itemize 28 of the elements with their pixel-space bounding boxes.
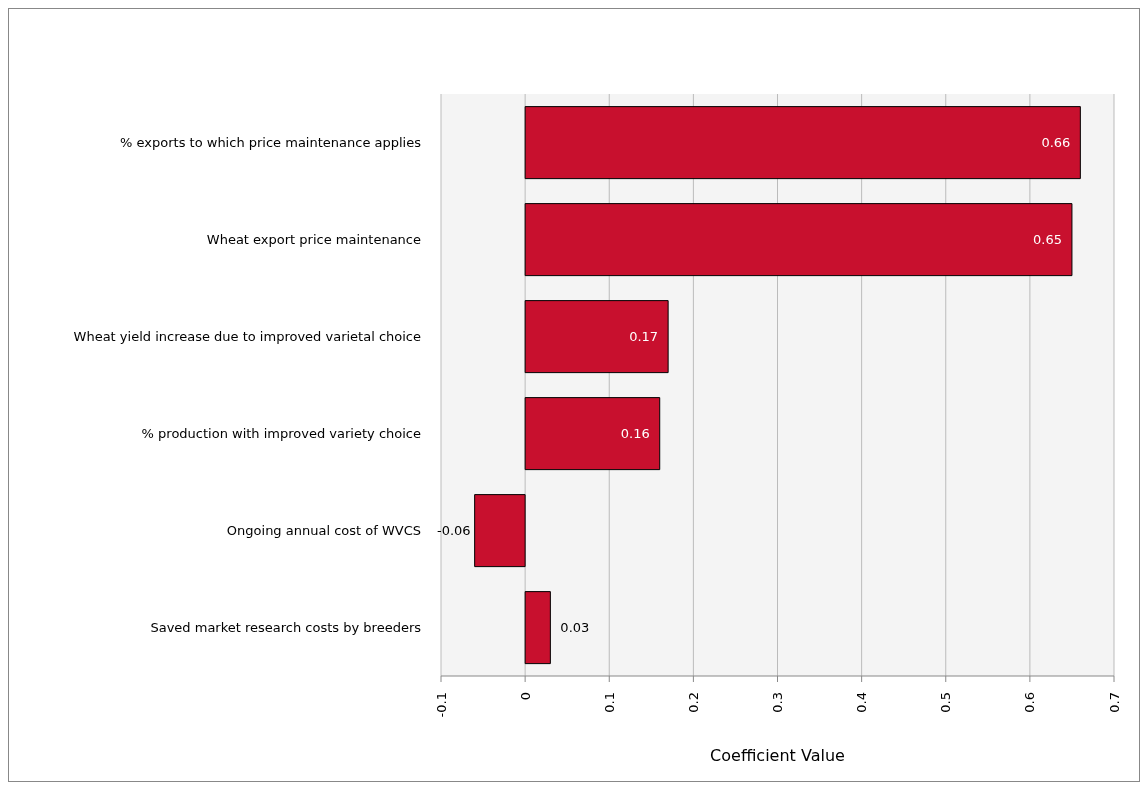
y-tick-label: Saved market research costs by breeders: [150, 620, 422, 635]
x-axis-title: Coefficient Value: [710, 746, 845, 765]
data-label: 0.65: [1032, 232, 1062, 248]
bar: [524, 591, 551, 665]
bar: [524, 203, 1073, 277]
bar: [524, 300, 669, 374]
bar: [524, 397, 661, 471]
x-tick-label: 0.4: [854, 692, 870, 713]
data-label: 0.17: [629, 329, 659, 345]
data-label: -0.06: [437, 523, 471, 539]
y-tick-label: Ongoing annual cost of WVCS: [226, 523, 421, 538]
x-tick-label: 0.5: [938, 692, 954, 713]
x-tick-label: 0.1: [601, 692, 617, 713]
bar: [474, 494, 526, 568]
y-tick-label: Wheat export price maintenance: [206, 232, 421, 247]
y-tick-label: Wheat yield increase due to improved varietal choice: [73, 329, 421, 344]
x-tick-label: 0.2: [685, 692, 701, 713]
x-tick-label: -0.1: [433, 692, 449, 718]
x-tick-label: 0.3: [770, 692, 785, 713]
bar: [524, 106, 1081, 180]
x-tick-label: 0: [517, 692, 533, 701]
data-label: 0.66: [1041, 135, 1071, 151]
y-tick-label: % exports to which price maintenance applies: [120, 135, 422, 150]
y-tick-label: % production with improved variety choice: [141, 426, 421, 441]
data-label: 0.16: [620, 426, 650, 442]
x-tick-label: 0.6: [1022, 692, 1038, 713]
x-tick-label: 0.7: [1106, 692, 1122, 713]
data-label: 0.03: [560, 620, 590, 636]
